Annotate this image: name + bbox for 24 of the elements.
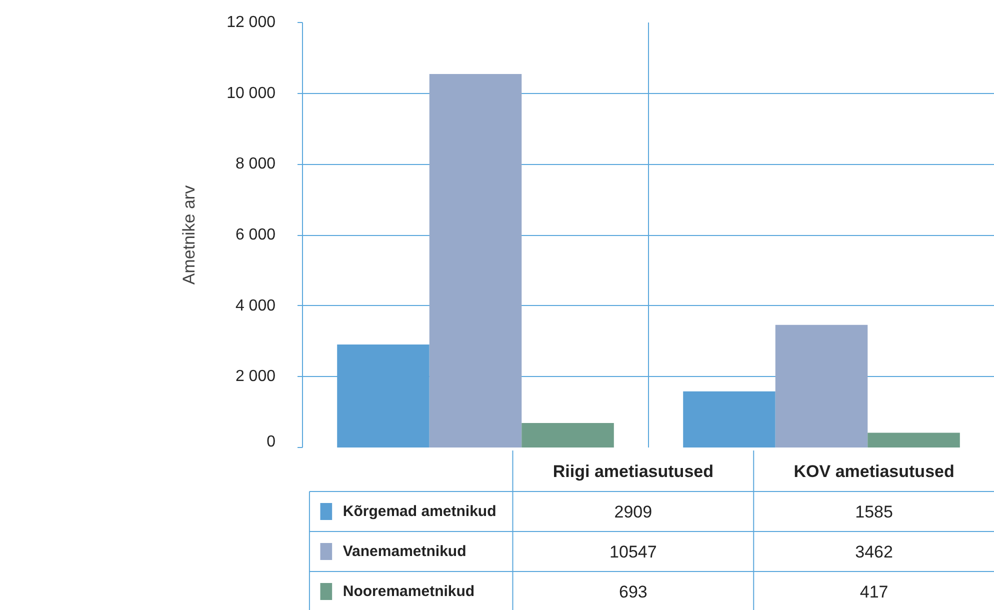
legend-label: Vanemametnikud — [342, 543, 466, 560]
data-label: 10547 — [610, 542, 657, 562]
bar — [868, 432, 960, 448]
y-tick-label: 0 — [266, 434, 276, 450]
y-tick-label: 4 000 — [235, 297, 276, 314]
data-label: 693 — [619, 582, 648, 602]
legend-label: Nooremametnikud — [342, 583, 475, 600]
x-tick-label: Riigi ametiasutused — [552, 462, 714, 481]
bar — [683, 391, 776, 448]
data-label: 2909 — [614, 502, 652, 522]
y-axis-title: Ametnike arv — [180, 184, 199, 285]
data-label: 3462 — [855, 542, 893, 562]
y-tick-label: 6 000 — [235, 226, 276, 244]
data-label: 1585 — [855, 502, 893, 522]
data-label: 417 — [860, 582, 888, 602]
y-tick-label: 8 000 — [235, 156, 276, 173]
y-tick-label: 12 000 — [226, 14, 276, 31]
bar — [429, 74, 522, 448]
y-tick-label: 10 000 — [226, 84, 276, 102]
legend-label: Kõrgemad ametnikud — [342, 503, 496, 520]
bar — [522, 422, 614, 448]
y-tick-label: 2 000 — [235, 368, 276, 386]
x-tick-label: KOV ametiasutused — [794, 462, 954, 481]
bar — [775, 324, 868, 448]
